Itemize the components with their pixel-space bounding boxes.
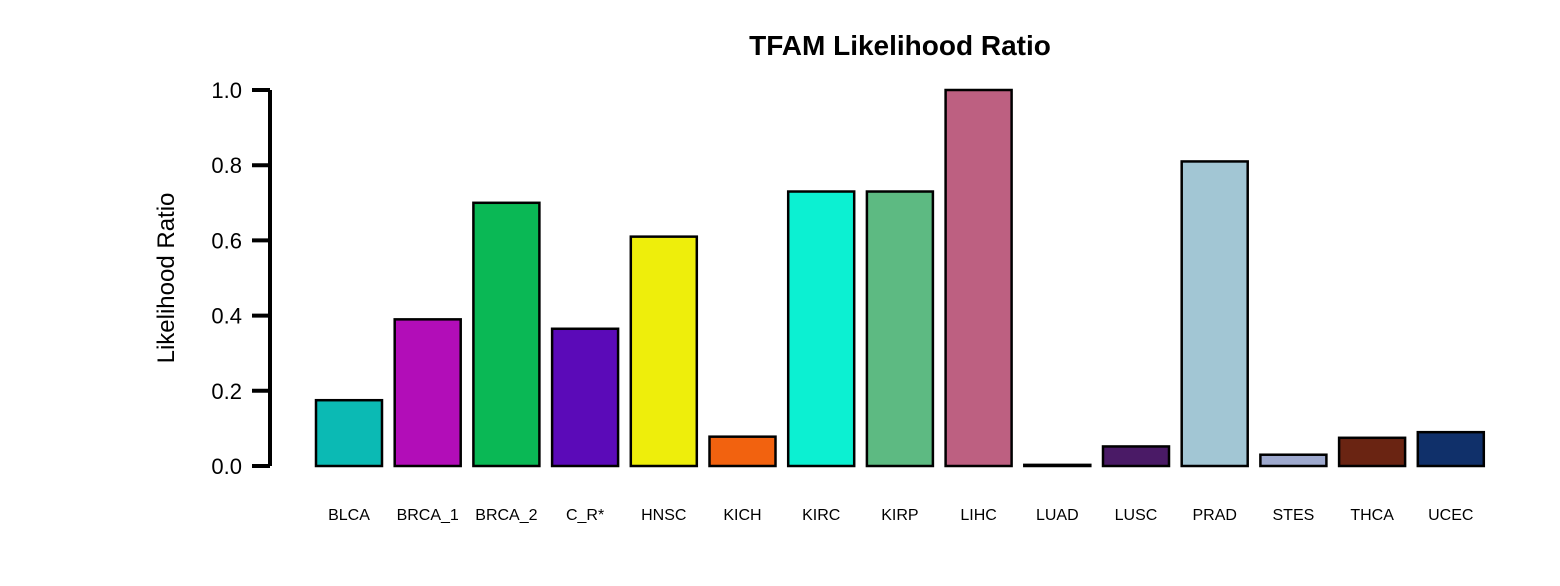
x-tick-label: LUSC <box>1115 507 1158 524</box>
x-tick-label: BRCA_2 <box>475 507 537 524</box>
x-tick-label: STES <box>1273 507 1315 524</box>
bar-ucec <box>1416 430 1486 468</box>
x-tick-label: UCEC <box>1428 507 1473 524</box>
y-axis: 0.0 0.2 0.4 0.6 0.8 1.0 <box>211 78 272 479</box>
bars <box>314 88 1486 468</box>
x-tick-label: BLCA <box>328 507 370 524</box>
x-tick-label: LIHC <box>960 507 996 524</box>
x-tick-label: LUAD <box>1036 507 1079 524</box>
y-tick-label: 0.0 <box>211 454 242 479</box>
x-tick-label: BRCA_1 <box>397 507 459 524</box>
bar-hnsc <box>629 235 699 468</box>
bar-kirp <box>865 190 935 468</box>
bar-prad <box>1180 160 1249 468</box>
y-axis-label: Likelihood Ratio <box>153 193 180 364</box>
bar-thca <box>1337 436 1407 468</box>
bar-brca-1 <box>393 318 462 468</box>
bar-lihc <box>944 88 1013 468</box>
x-tick-label: KICH <box>723 507 761 524</box>
y-tick-label: 0.6 <box>211 228 242 253</box>
x-tick-label: KIRP <box>881 507 918 524</box>
bar-brca-2 <box>472 201 541 468</box>
x-axis-tick-labels: BLCA BRCA_1 BRCA_2 C_R* HNSC KICH KIRC KIRP LIHC… <box>328 507 1473 524</box>
x-tick-label: PRAD <box>1192 507 1236 524</box>
y-tick-label: 0.4 <box>211 304 242 329</box>
y-tick-label: 1.0 <box>211 78 242 103</box>
bar-luad <box>1023 463 1092 468</box>
x-tick-label: HNSC <box>641 507 686 524</box>
x-tick-label: C_R* <box>566 507 604 524</box>
bar-stes <box>1259 453 1328 468</box>
bar-lusc <box>1101 445 1171 468</box>
bar-kich <box>708 435 777 468</box>
y-tick-label: 0.2 <box>211 379 242 404</box>
x-tick-label: KIRC <box>802 507 840 524</box>
chart-title: TFAM Likelihood Ratio <box>749 30 1051 61</box>
bar-c-r- <box>550 327 620 468</box>
bar-kirc <box>786 190 856 468</box>
bar-blca <box>314 398 384 468</box>
x-tick-label: THCA <box>1350 507 1394 524</box>
y-tick-label: 0.8 <box>211 153 242 178</box>
